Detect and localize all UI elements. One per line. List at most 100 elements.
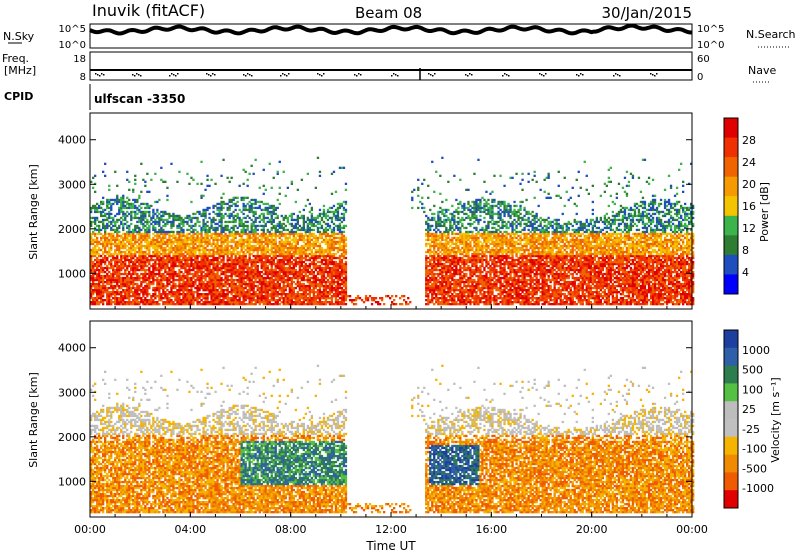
power-cell (102, 268, 105, 272)
power-cell (108, 188, 111, 191)
power-cell (146, 278, 149, 282)
power-cell (148, 252, 151, 256)
power-cell (178, 246, 181, 250)
power-cell (154, 303, 157, 306)
power-cell (230, 226, 233, 230)
power-cell (120, 266, 123, 270)
power-cell (292, 272, 296, 276)
power-cell (178, 268, 181, 272)
power-cell (114, 244, 117, 248)
power-cell (118, 208, 121, 212)
power-cell (200, 256, 203, 260)
power-cell (230, 260, 233, 264)
power-cell (266, 202, 269, 206)
power-cell (184, 293, 187, 296)
power-cell (230, 250, 233, 254)
power-cell (130, 301, 133, 304)
power-cell (278, 260, 281, 264)
power-cell (106, 268, 109, 272)
power-cell (94, 218, 97, 222)
power-cell (312, 282, 316, 286)
power-cell (200, 228, 203, 232)
power-cell (302, 238, 306, 242)
power-cell (120, 272, 123, 276)
power-cell (290, 224, 294, 228)
power-cell (108, 200, 111, 204)
power-cell (260, 240, 263, 244)
power-cell (294, 226, 298, 230)
power-cell (220, 293, 223, 296)
power-cell (336, 293, 340, 296)
power-cell (182, 252, 185, 256)
power-cell (90, 278, 93, 282)
power-cell (116, 274, 119, 278)
power-cell (108, 254, 111, 258)
power-cell (292, 238, 296, 242)
power-cell (202, 293, 205, 296)
power-cell (238, 301, 241, 304)
power-cell (196, 218, 199, 222)
power-cell (98, 272, 101, 276)
power-cell (106, 202, 109, 206)
power-cell (146, 240, 149, 244)
power-cell (262, 303, 265, 306)
power-cell (146, 210, 149, 214)
power-cell (270, 250, 273, 254)
power-cell (200, 234, 203, 238)
power-cell (314, 240, 318, 244)
power-cell (296, 301, 300, 304)
power-cell (302, 240, 306, 244)
power-cell (298, 297, 302, 300)
power-cell (274, 289, 277, 292)
power-cell (128, 291, 131, 294)
power-cell (288, 266, 292, 270)
power-cell (202, 256, 205, 260)
power-cell (300, 262, 304, 266)
power-cell (176, 254, 179, 258)
power-cell (232, 286, 235, 290)
power-cell (242, 266, 245, 270)
power-cell (300, 303, 304, 306)
power-cell (260, 244, 263, 248)
power-cell (262, 250, 265, 254)
power-cell (248, 256, 251, 260)
power-cell (178, 282, 181, 286)
power-cell (242, 278, 245, 282)
power-cell (212, 252, 215, 256)
power-cell (158, 286, 161, 290)
power-cell (292, 234, 296, 238)
power-cell (270, 186, 273, 189)
power-cell (204, 252, 207, 256)
power-cell (122, 218, 125, 222)
power-cell (342, 266, 346, 270)
power-cell (260, 236, 263, 240)
power-cell (236, 204, 239, 208)
power-cell (340, 274, 344, 278)
power-cell (324, 240, 328, 244)
power-cell (248, 230, 251, 234)
power-cell (288, 234, 292, 238)
power-cell (116, 256, 119, 260)
power-cell (164, 258, 167, 262)
power-cell (310, 212, 314, 216)
power-cell (196, 293, 199, 296)
power-cell (266, 250, 269, 254)
power-cell (180, 218, 183, 222)
power-cell (180, 254, 183, 258)
power-cell (244, 206, 247, 210)
power-cell (308, 220, 312, 224)
power-cell (218, 246, 221, 250)
power-cell (260, 276, 263, 280)
power-cell (320, 278, 324, 282)
power-cell (182, 272, 185, 276)
power-cell (172, 216, 175, 220)
power-cell (254, 226, 257, 230)
power-cell (226, 301, 229, 304)
power-cell (282, 276, 285, 280)
power-cell (94, 208, 97, 212)
power-cell (260, 280, 263, 284)
power-cell (340, 216, 344, 220)
power-cell (310, 299, 314, 302)
power-cell (262, 220, 265, 224)
power-cell (128, 286, 131, 290)
